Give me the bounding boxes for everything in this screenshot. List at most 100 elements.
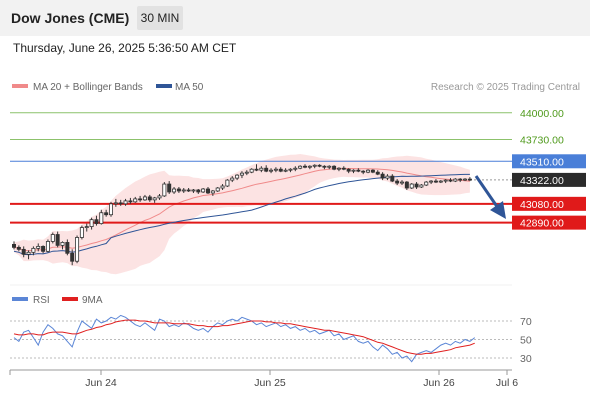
candle [244,170,249,176]
candle [332,165,337,171]
candle-body [70,252,75,262]
candle-body [186,189,191,192]
rsi-level-label: 50 [520,335,532,347]
candle-body [395,180,400,184]
price-tag-bg [512,172,586,187]
candle-body [244,171,249,174]
candle [41,245,46,254]
ma20-line [13,167,470,252]
candle [351,169,356,174]
candle [11,241,16,250]
candle-body [448,179,453,182]
candle [94,215,99,226]
candle [361,170,366,175]
candle [317,164,322,168]
candle [298,165,303,170]
candle-body [94,219,99,225]
chart-header: Dow Jones (CME) 30 MIN [0,0,590,36]
candle-body [65,242,70,254]
candle-body [167,183,172,193]
candle-body [45,241,50,252]
candle-body [41,245,46,252]
candle-body [375,171,380,175]
candle [239,171,244,179]
candle [36,243,41,252]
candle-body [123,200,128,205]
candle-body [220,185,225,189]
price-tag-bg [512,154,586,169]
candle-body [16,246,21,250]
candle [113,198,118,207]
candle-body [79,227,84,238]
candle-body [196,189,201,193]
candle [99,209,104,225]
candle-body [385,175,390,179]
candle-body [399,181,404,184]
candle-body [11,244,16,248]
candle-body [269,169,274,172]
candle [50,232,55,244]
price-tag-label: 43510.00 [520,156,564,168]
legend-swatch-ma50 [156,84,172,88]
candle-body [176,188,181,192]
candle-body [147,196,152,201]
candle [288,168,293,173]
candle-body [467,178,472,181]
candle [458,178,463,183]
candle-body [162,183,167,197]
candle [89,217,94,230]
candle [429,180,434,185]
candle [210,189,215,196]
x-tick-label: Jul 6 [496,377,518,389]
candle [346,168,351,174]
candle [138,195,143,202]
candle-body [278,168,283,172]
candle-body [31,247,36,253]
candle-body [370,169,375,173]
candle-body [230,177,235,181]
candle-body [404,181,409,189]
interval-button[interactable]: 30 MIN [137,6,183,30]
candle-body [84,226,89,228]
candle [385,174,390,181]
candle [220,184,225,190]
candle-body [239,172,244,176]
candle [26,250,31,260]
price-tag-bg [512,196,586,211]
candle [273,167,278,173]
candle-body [210,190,215,194]
candle [142,194,147,201]
candle [249,168,254,174]
candle [31,246,36,256]
x-tick-label: Jun 24 [85,377,117,389]
legend-label-9ma: 9MA [82,295,103,306]
price-tag-bg [512,215,586,230]
candle-body [409,183,414,189]
candle-body [235,174,240,179]
candle [75,235,80,264]
candle-body [89,219,94,227]
candle [45,239,50,253]
candle [254,164,259,172]
candle [380,172,385,181]
candle [196,188,201,194]
candle-body [390,175,395,182]
candle [283,168,288,173]
candle [60,241,65,250]
candle-body [75,237,80,262]
candle-body [142,196,147,201]
candle-body [254,168,259,171]
candle [152,196,157,203]
legend-swatch-9ma [62,297,78,301]
candle [327,165,332,170]
legend-swatch-bollinger [12,84,28,88]
candle [157,193,162,200]
candle-body [128,200,133,203]
candle [278,167,283,173]
candle-body [181,189,186,192]
candle-body [341,167,346,170]
candle-body [307,165,312,168]
candle [269,168,274,174]
candle [443,179,448,184]
